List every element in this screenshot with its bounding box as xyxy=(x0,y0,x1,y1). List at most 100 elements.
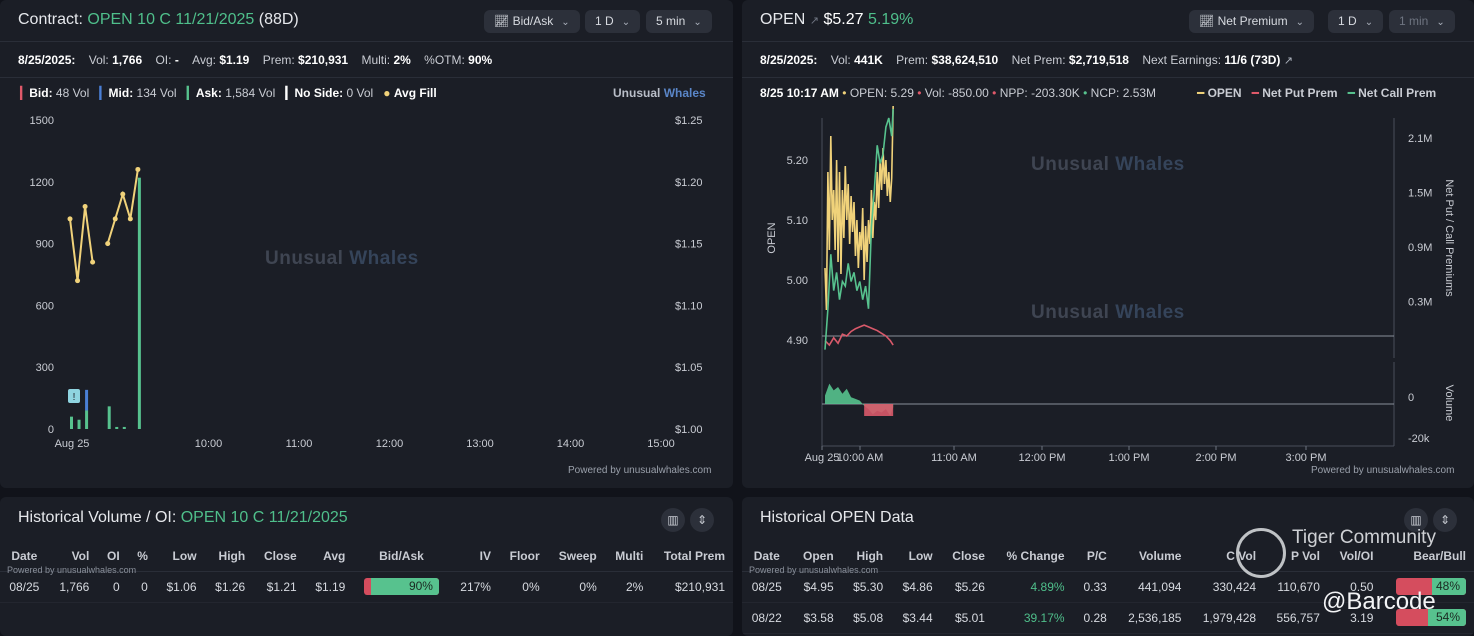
chevron-down-icon: ⌄ xyxy=(1295,17,1304,28)
y-tick-label: 5.00 xyxy=(787,275,808,287)
column-header[interactable]: Date xyxy=(0,541,49,572)
x-tick-label: 10:00 AM xyxy=(837,452,883,464)
avg-fill-line xyxy=(69,206,94,281)
net-put-prem-line xyxy=(824,324,894,347)
y2-tick-label: $1.05 xyxy=(675,362,703,374)
external-link-icon[interactable]: ↗ xyxy=(1283,55,1293,67)
y2-tick-label: 1.5M xyxy=(1408,187,1432,199)
column-header[interactable]: Open xyxy=(791,541,842,572)
watermark: Unusual Whales xyxy=(1031,302,1185,323)
y-tick-label: 1500 xyxy=(30,115,54,127)
premium-mode-dropdown[interactable]: 📈︎ Net Premium ⌄ xyxy=(1189,10,1314,33)
column-header[interactable]: High xyxy=(204,541,254,572)
x-tick-label: 14:00 xyxy=(557,438,585,450)
column-header[interactable]: IV xyxy=(449,541,499,572)
powered-by[interactable]: Powered by unusualwhales.com xyxy=(568,465,712,476)
historical-volume-oi-panel: Historical Volume / OI: OPEN 10 C 11/21/… xyxy=(0,497,733,636)
ticker-stats-bar: 8/25/2025: Vol: 441K Prem: $38,624,510 N… xyxy=(742,43,1474,78)
y2-tick-label: $1.20 xyxy=(675,177,703,189)
historical-ticker-title: Historical OPEN Data xyxy=(760,509,914,526)
table-cell: 39.17% xyxy=(992,602,1073,634)
interval-dropdown[interactable]: 1 min ⌄ xyxy=(1389,10,1455,33)
ticker-premium-chart[interactable]: 4.90 5.00 5.10 5.20 0.3M 0.9M 1.5M 2.1M 0 -20k OPE… xyxy=(742,0,1474,488)
contract-symbol[interactable]: OPEN 10 C 11/21/2025 xyxy=(87,11,255,28)
table-cell: $1.19 xyxy=(304,571,354,603)
open-price-line xyxy=(824,105,894,311)
ask-volume-bar xyxy=(122,426,126,429)
column-header[interactable]: Avg xyxy=(304,541,354,572)
ticker-price: $5.27 xyxy=(823,11,864,28)
expand-icon[interactable]: ⇕ xyxy=(690,508,714,532)
table-cell: 110,670 xyxy=(1264,571,1328,603)
columns-icon[interactable]: ▥ xyxy=(661,508,685,532)
column-header[interactable]: Total Prem xyxy=(651,541,733,572)
expand-icon[interactable]: ⇕ xyxy=(1433,508,1457,532)
table-row[interactable]: 08/25 1,766 0 0 $1.06 $1.26 $1.21 $1.19 90% 217% 0… xyxy=(0,571,733,603)
table-row[interactable]: 08/22 $3.58 $5.08 $3.44 $5.01 39.17% 0.28 2,536… xyxy=(742,602,1474,634)
table-cell: 2,536,185 xyxy=(1114,602,1190,634)
column-header[interactable]: Bid/Ask xyxy=(353,541,450,572)
table-cell: $4.86 xyxy=(891,571,941,603)
range-dropdown[interactable]: 1 D ⌄ xyxy=(1328,10,1384,33)
powered-by[interactable]: Powered by unusualwhales.com xyxy=(1311,465,1455,476)
avg-fill-point xyxy=(90,259,96,265)
y2-tick-label: $1.25 xyxy=(675,115,703,127)
column-header[interactable]: High xyxy=(841,541,892,572)
column-header[interactable]: Bear/Bull xyxy=(1381,541,1474,572)
avg-fill-point xyxy=(67,216,73,222)
column-header[interactable]: Date xyxy=(742,541,792,572)
column-header[interactable]: Volume xyxy=(1114,541,1190,572)
column-header[interactable]: Low xyxy=(891,541,941,572)
y-axis-label: OPEN xyxy=(766,222,778,253)
range-dropdown[interactable]: 1 D ⌄ xyxy=(585,10,641,33)
ticker-symbol[interactable]: OPEN xyxy=(760,11,806,28)
external-link-icon[interactable]: ↗ xyxy=(809,15,820,27)
contract-header: Contract: OPEN 10 C 11/21/2025 (88D) 📈︎ … xyxy=(0,0,733,42)
column-header[interactable]: Low xyxy=(155,541,205,572)
avg-fill-point xyxy=(127,216,133,222)
table-cell: $1.26 xyxy=(204,571,254,603)
series-legend: ━ OPEN ━ Net Put Prem ━ Net Call Prem xyxy=(1197,86,1437,100)
ask-volume-bar xyxy=(77,419,81,429)
column-header[interactable]: Floor xyxy=(498,541,548,572)
y2-tick-label: $1.00 xyxy=(675,424,703,436)
legend-net-call-prem[interactable]: Net Call Prem xyxy=(1358,86,1437,100)
table-row[interactable]: 08/25 $4.95 $5.30 $4.86 $5.26 4.89% 0.33 441,09… xyxy=(742,571,1474,603)
table-cell: 0% xyxy=(498,571,548,603)
column-header[interactable]: P/C xyxy=(1072,541,1115,572)
mode-dropdown[interactable]: 📈︎ Bid/Ask ⌄ xyxy=(484,10,580,33)
column-header[interactable]: Multi xyxy=(604,541,652,572)
ticker-change: 5.19% xyxy=(867,11,914,28)
contract-volume-chart[interactable]: 0 300 600 900 1200 1500 $1.00 $1.05 $1.10 $1.15 $1… xyxy=(0,0,733,488)
table-cell: $3.58 xyxy=(791,602,842,634)
column-header[interactable]: Vol/OI xyxy=(1327,541,1382,572)
bear-bull-bar: 48% xyxy=(1396,578,1466,595)
y-tick-label: 600 xyxy=(36,300,54,312)
column-header[interactable]: Vol xyxy=(48,541,98,572)
column-header[interactable]: % Change xyxy=(992,541,1073,572)
avg-fill-line xyxy=(106,169,139,244)
x-tick-label: 3:00 PM xyxy=(1286,452,1327,464)
y-tick-label: 5.10 xyxy=(787,215,808,227)
column-header[interactable]: OI xyxy=(97,541,128,572)
x-tick-label: 11:00 AM xyxy=(931,452,977,464)
column-header[interactable]: Sweep xyxy=(547,541,605,572)
columns-icon[interactable]: ▥ xyxy=(1404,508,1428,532)
author-handle: @Barcode xyxy=(1322,588,1436,615)
column-header[interactable]: Close xyxy=(940,541,993,572)
historical-ticker-data-panel: Historical OPEN Data ▥ ⇕ Date Open High Low… xyxy=(742,497,1474,636)
column-header[interactable]: Close xyxy=(253,541,305,572)
interval-dropdown[interactable]: 5 min ⌄ xyxy=(646,10,712,33)
legend-open[interactable]: OPEN xyxy=(1207,86,1242,100)
table-cell: $4.95 xyxy=(791,571,842,603)
table-cell: 08/22 xyxy=(742,602,792,634)
table-cell: 1,979,428 xyxy=(1189,602,1265,634)
table-cell: 90% xyxy=(353,571,450,603)
table-cell: 54% xyxy=(1381,602,1474,634)
y-tick-label: 5.20 xyxy=(787,155,808,167)
column-header[interactable]: % xyxy=(127,541,156,572)
legend-net-put-prem[interactable]: Net Put Prem xyxy=(1262,86,1338,100)
x-tick-label: 2:00 PM xyxy=(1196,452,1237,464)
table-cell: 0 xyxy=(127,571,156,603)
table-cell: 08/25 xyxy=(0,571,49,603)
